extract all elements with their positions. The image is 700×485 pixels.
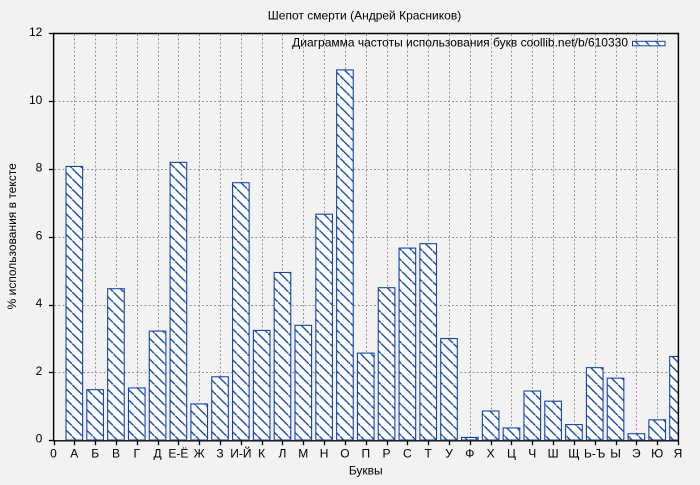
- svg-text:Я: Я: [674, 446, 683, 460]
- svg-text:В: В: [112, 446, 120, 460]
- svg-text:12: 12: [29, 25, 43, 39]
- svg-text:К: К: [258, 446, 265, 460]
- svg-text:Г: Г: [134, 446, 141, 460]
- svg-text:10: 10: [29, 93, 43, 107]
- svg-text:8: 8: [36, 161, 43, 175]
- svg-text:О: О: [340, 446, 349, 460]
- svg-text:Ф: Ф: [465, 446, 474, 460]
- svg-text:Е-Ё: Е-Ё: [168, 446, 188, 460]
- svg-text:Ч: Ч: [528, 446, 536, 460]
- svg-text:М: М: [298, 446, 308, 460]
- svg-text:Шепот смерти (Андрей Красников: Шепот смерти (Андрей Красников): [268, 9, 461, 23]
- svg-text:Буквы: Буквы: [349, 464, 383, 478]
- svg-text:Т: Т: [425, 446, 433, 460]
- svg-text:Д: Д: [154, 446, 162, 460]
- svg-text:Ш: Ш: [548, 446, 559, 460]
- svg-text:Х: Х: [487, 446, 495, 460]
- svg-text:З: З: [216, 446, 223, 460]
- svg-text:0: 0: [36, 432, 43, 446]
- svg-text:И-Й: И-Й: [230, 445, 251, 460]
- svg-text:Диаграмма частоты использовани: Диаграмма частоты использования букв coo…: [292, 36, 628, 50]
- svg-text:4: 4: [36, 296, 43, 310]
- svg-text:Э: Э: [632, 446, 641, 460]
- svg-text:2: 2: [36, 364, 43, 378]
- svg-text:0: 0: [50, 446, 57, 460]
- svg-text:С: С: [403, 446, 412, 460]
- svg-text:Щ: Щ: [568, 446, 579, 460]
- svg-text:Р: Р: [383, 446, 391, 460]
- svg-text:Н: Н: [320, 446, 329, 460]
- svg-text:Л: Л: [279, 446, 287, 460]
- svg-text:Ь-Ъ: Ь-Ъ: [584, 446, 605, 460]
- svg-text:Ы: Ы: [610, 446, 621, 460]
- svg-text:Ю: Ю: [651, 446, 663, 460]
- svg-text:Б: Б: [91, 446, 99, 460]
- svg-text:Ж: Ж: [194, 446, 205, 460]
- svg-text:% использования в тексте: % использования в тексте: [5, 163, 19, 309]
- svg-text:6: 6: [36, 228, 43, 242]
- svg-text:Ц: Ц: [507, 446, 516, 460]
- svg-text:У: У: [445, 446, 453, 460]
- svg-text:П: П: [361, 446, 370, 460]
- svg-text:А: А: [70, 446, 78, 460]
